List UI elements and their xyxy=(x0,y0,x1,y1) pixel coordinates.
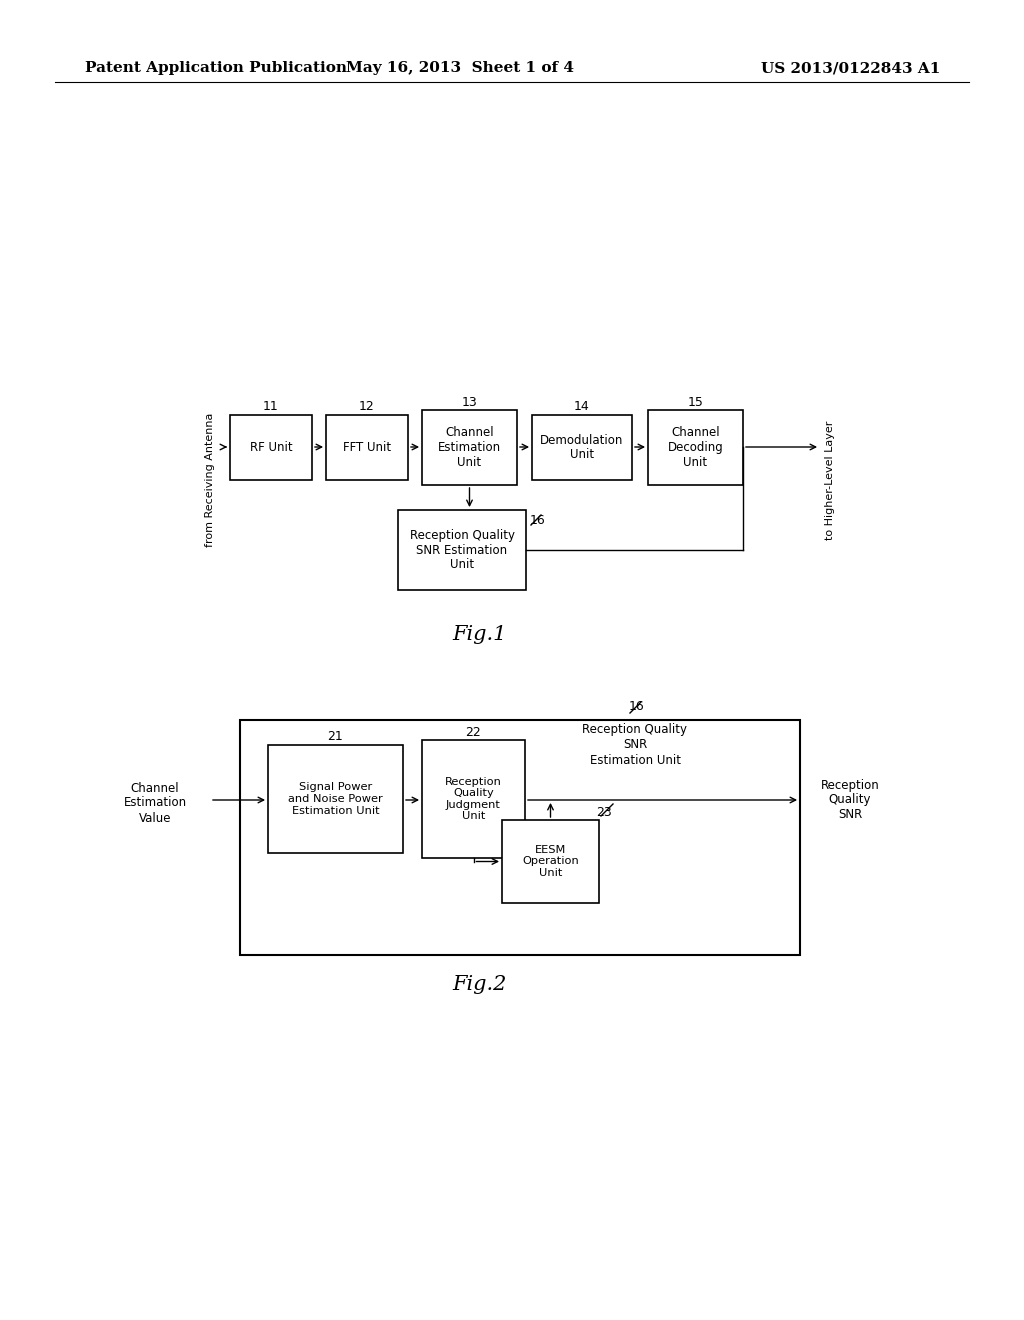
Text: Channel
Estimation
Value: Channel Estimation Value xyxy=(124,781,186,825)
Text: 11: 11 xyxy=(263,400,279,413)
Text: 14: 14 xyxy=(574,400,590,413)
Text: 23: 23 xyxy=(596,805,612,818)
Text: from Receiving Antenna: from Receiving Antenna xyxy=(205,413,215,548)
Text: 22: 22 xyxy=(466,726,481,738)
Bar xyxy=(326,414,408,480)
Text: Signal Power
and Noise Power
Estimation Unit: Signal Power and Noise Power Estimation … xyxy=(288,783,383,816)
Bar xyxy=(398,510,526,590)
Bar xyxy=(532,414,632,480)
Text: Channel
Decoding
Unit: Channel Decoding Unit xyxy=(668,426,723,469)
Text: Reception Quality
SNR Estimation
Unit: Reception Quality SNR Estimation Unit xyxy=(410,528,514,572)
Text: RF Unit: RF Unit xyxy=(250,441,292,454)
Text: FFT Unit: FFT Unit xyxy=(343,441,391,454)
Text: EESM
Operation
Unit: EESM Operation Unit xyxy=(522,845,579,878)
Text: US 2013/0122843 A1: US 2013/0122843 A1 xyxy=(761,61,940,75)
Text: Fig.2: Fig.2 xyxy=(453,975,507,994)
Bar xyxy=(230,414,312,480)
Text: 21: 21 xyxy=(328,730,343,743)
Text: to Higher-Level Layer: to Higher-Level Layer xyxy=(825,420,835,540)
Text: Fig.1: Fig.1 xyxy=(453,626,507,644)
Bar xyxy=(422,411,517,484)
Bar xyxy=(502,820,599,903)
Text: Reception Quality
SNR
Estimation Unit: Reception Quality SNR Estimation Unit xyxy=(583,723,687,767)
Text: 16: 16 xyxy=(530,513,546,527)
Text: 16: 16 xyxy=(629,700,645,713)
Text: 15: 15 xyxy=(687,396,703,408)
Bar xyxy=(422,741,525,858)
Text: Channel
Estimation
Unit: Channel Estimation Unit xyxy=(438,426,501,469)
Bar xyxy=(268,744,403,853)
Text: Reception
Quality
SNR: Reception Quality SNR xyxy=(820,779,880,821)
Text: 12: 12 xyxy=(359,400,375,413)
Bar xyxy=(240,719,800,954)
Text: Demodulation
Unit: Demodulation Unit xyxy=(541,433,624,462)
Text: May 16, 2013  Sheet 1 of 4: May 16, 2013 Sheet 1 of 4 xyxy=(346,61,574,75)
Bar xyxy=(648,411,743,484)
Text: Patent Application Publication: Patent Application Publication xyxy=(85,61,347,75)
Text: 13: 13 xyxy=(462,396,477,408)
Text: Reception
Quality
Judgment
Unit: Reception Quality Judgment Unit xyxy=(445,776,502,821)
